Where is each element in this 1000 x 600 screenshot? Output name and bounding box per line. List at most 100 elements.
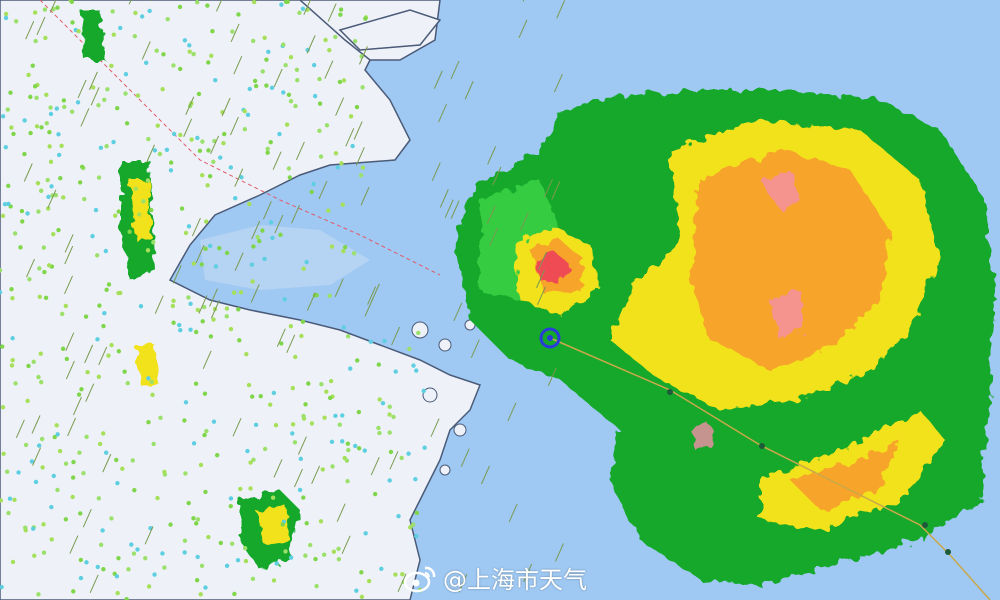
station-dot [406, 451, 411, 456]
station-dot [103, 450, 109, 455]
station-dot [257, 238, 262, 244]
station-dot [314, 292, 319, 298]
station-dot [104, 144, 109, 149]
station-dot [379, 566, 384, 571]
station-dot [124, 121, 130, 126]
radar-echo-light-green [480, 180, 560, 300]
station-dot [177, 322, 182, 328]
station-dot [248, 460, 253, 465]
station-dot [0, 114, 6, 119]
station-dot [152, 148, 158, 153]
station-dot [106, 353, 111, 358]
station-dot [85, 369, 90, 375]
station-dot [171, 63, 176, 68]
wind-barb-icon [274, 214, 284, 234]
radar-echo-orange [530, 150, 900, 510]
station-dot [320, 467, 325, 472]
wind-barb-icon [360, 187, 370, 206]
wind-barb-icon [215, 0, 223, 12]
station-dot [103, 248, 109, 254]
station-dot [71, 589, 76, 594]
station-dot [195, 517, 201, 522]
typhoon-center-icon[interactable] [539, 327, 561, 349]
station-dot [324, 123, 330, 128]
station-dot [79, 387, 84, 392]
station-dot [40, 465, 45, 470]
station-dot [6, 183, 11, 189]
station-dot [344, 458, 350, 463]
station-dot [224, 563, 230, 569]
station-dot [93, 207, 99, 213]
station-dot [64, 356, 70, 362]
station-dot [48, 159, 54, 165]
wind-barb-icon [25, 21, 35, 40]
station-dot [217, 245, 222, 251]
wind-barb-icon [64, 234, 74, 253]
station-dot [183, 230, 189, 236]
wind-barb-icon [507, 402, 517, 422]
wind-barb-icon [26, 258, 35, 278]
wind-barb-icon [358, 46, 368, 65]
wind-barb-icon [262, 201, 272, 220]
station-dot [408, 525, 413, 530]
station-dot [330, 464, 335, 469]
wind-barb-icon [553, 73, 563, 93]
station-dot [109, 516, 114, 521]
wind-barb-icon [65, 360, 75, 380]
station-dot [245, 112, 251, 118]
wind-barb-icon [453, 302, 463, 322]
station-dot [22, 118, 27, 123]
wind-barb-icon [433, 70, 443, 89]
station-dot [36, 443, 42, 448]
station-dot [282, 297, 287, 302]
station-dot [205, 3, 210, 8]
station-dot [49, 184, 54, 189]
station-dot [96, 374, 102, 379]
station-dot [34, 95, 39, 101]
station-dot [126, 567, 131, 572]
station-dot [0, 290, 3, 295]
station-dot [42, 7, 48, 12]
station-dot [262, 35, 267, 40]
station-dot [195, 135, 200, 141]
station-dot [113, 213, 118, 218]
station-dot [25, 398, 30, 404]
station-dot [345, 334, 351, 339]
wind-barb-icon [276, 328, 286, 347]
station-dot [224, 306, 230, 311]
station-dot [149, 379, 154, 385]
station-dot [146, 584, 152, 589]
station-dot [327, 47, 332, 53]
wind-barb-icon [536, 269, 545, 289]
station-dot [120, 466, 125, 471]
wind-barb-icon [397, 573, 407, 593]
station-dot [187, 49, 192, 54]
watermark: @上海市天气 [403, 560, 587, 595]
wind-barb-icon [98, 346, 108, 366]
station-dot [193, 521, 199, 526]
station-dot [164, 147, 170, 152]
station-dot [213, 78, 218, 83]
station-dot [294, 67, 300, 73]
station-dot [6, 201, 11, 207]
station-dot [10, 559, 16, 565]
station-dot [324, 389, 329, 394]
station-dot [182, 550, 187, 555]
station-dot [399, 455, 404, 461]
station-dot [10, 358, 15, 363]
wind-barb-icon [353, 121, 363, 140]
station-dot [410, 522, 416, 527]
station-dot [132, 487, 137, 493]
wind-barb-icon [64, 245, 74, 265]
station-dot [340, 439, 345, 444]
station-dot [203, 585, 208, 590]
station-dot [242, 545, 248, 551]
wind-barb-icon [523, 563, 533, 583]
station-dot [333, 413, 338, 419]
station-dot [199, 173, 205, 178]
wind-barb-icon [370, 456, 380, 476]
wind-barb-icon [202, 350, 212, 370]
station-dot [235, 557, 241, 563]
station-dot [247, 86, 252, 92]
